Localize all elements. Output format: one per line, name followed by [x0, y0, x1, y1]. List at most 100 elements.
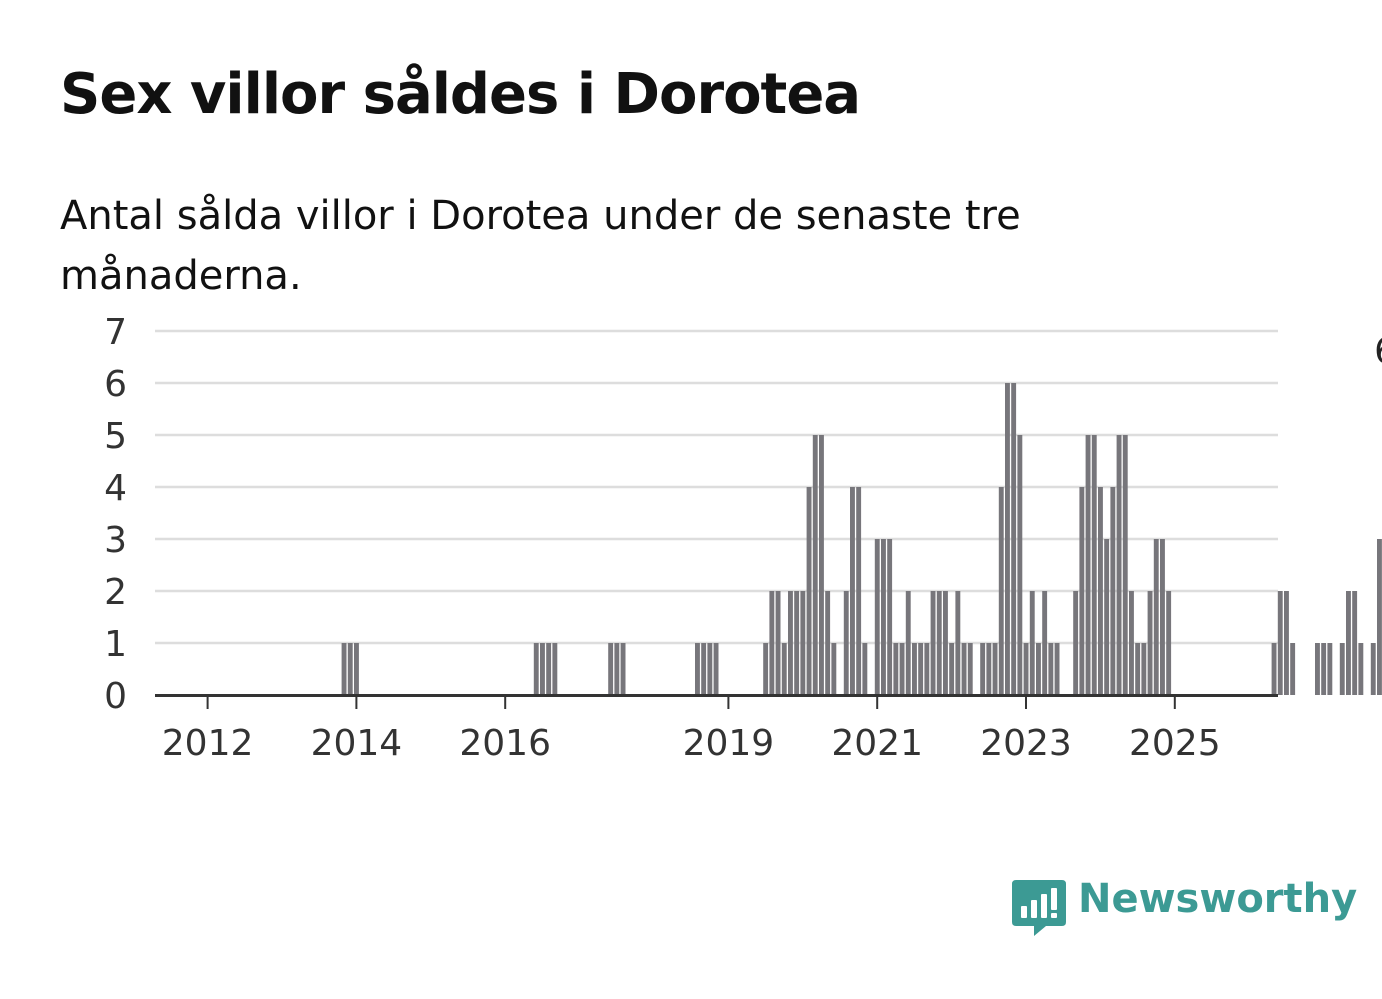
bar — [1054, 643, 1060, 695]
bar — [1370, 643, 1376, 695]
chart-title: Sex villor såldes i Dorotea — [60, 62, 861, 127]
bar — [1358, 643, 1364, 695]
bar — [831, 643, 837, 695]
bar — [812, 435, 818, 695]
bar — [1091, 435, 1097, 695]
bar — [800, 591, 806, 695]
bar — [1042, 591, 1048, 695]
bar — [614, 643, 620, 695]
bar — [1029, 591, 1035, 695]
bar — [1048, 643, 1054, 695]
bar — [1005, 383, 1010, 695]
y-tick-label: 5 — [104, 416, 127, 457]
x-tick-label: 2012 — [162, 723, 254, 764]
brand-name: Newsworthy — [1078, 876, 1358, 922]
y-tick-label: 7 — [104, 312, 127, 353]
bar — [1017, 435, 1023, 695]
bar — [713, 643, 719, 695]
bar — [1290, 643, 1296, 695]
bar — [986, 643, 992, 695]
bar — [955, 591, 961, 695]
y-tick-label: 6 — [104, 364, 127, 405]
bar — [1085, 435, 1091, 695]
bar — [1346, 591, 1351, 695]
bar — [918, 643, 924, 695]
bar — [1073, 591, 1079, 695]
bar — [825, 591, 831, 695]
bar — [862, 643, 868, 695]
bar — [905, 591, 911, 695]
bar — [1023, 643, 1029, 695]
bar — [533, 643, 539, 695]
bar — [943, 591, 948, 695]
x-tick-label: 2019 — [683, 723, 775, 764]
bar — [1271, 643, 1277, 695]
bar — [620, 643, 626, 695]
y-tick-label: 3 — [104, 520, 127, 561]
bar — [701, 643, 707, 695]
x-tick-label: 2023 — [980, 723, 1072, 764]
bar — [806, 487, 812, 695]
y-tick-label: 1 — [104, 624, 127, 665]
bar — [967, 643, 973, 695]
bar — [707, 643, 713, 695]
bar — [1110, 487, 1116, 695]
bar — [1098, 487, 1103, 695]
bar — [856, 487, 862, 695]
bar — [1011, 383, 1017, 695]
bar — [608, 643, 614, 695]
bar — [794, 591, 800, 695]
bar — [930, 591, 936, 695]
y-tick-label: 0 — [104, 676, 127, 717]
bar — [912, 643, 917, 695]
bar — [1321, 643, 1327, 695]
bar — [1339, 643, 1345, 695]
bar — [843, 591, 849, 695]
bar — [1160, 539, 1165, 695]
bar — [1377, 539, 1382, 695]
bar — [1141, 643, 1147, 695]
bar — [788, 591, 793, 695]
bar — [341, 643, 347, 695]
y-tick-label: 2 — [104, 572, 127, 613]
y-tick-label: 4 — [104, 468, 127, 509]
bar — [540, 643, 545, 695]
bar — [936, 591, 942, 695]
bar — [1352, 591, 1358, 695]
bar — [980, 643, 986, 695]
bar — [552, 643, 558, 695]
bar — [1129, 591, 1134, 695]
bar — [1277, 591, 1283, 695]
x-tick-label: 2025 — [1129, 723, 1221, 764]
bar — [775, 591, 781, 695]
x-tick-label: 2021 — [831, 723, 923, 764]
bar — [874, 539, 880, 695]
chart-subtitle: Antal sålda villor i Dorotea under de se… — [60, 193, 1021, 299]
bar — [819, 435, 824, 695]
bar — [1122, 435, 1128, 695]
bar — [881, 539, 886, 695]
bar — [1135, 643, 1141, 695]
bar — [1327, 643, 1333, 695]
bar — [1036, 643, 1041, 695]
bar — [763, 643, 769, 695]
bar — [781, 643, 787, 695]
bar — [1284, 591, 1289, 695]
bar — [1166, 591, 1172, 695]
bar — [1153, 539, 1159, 695]
bar — [998, 487, 1004, 695]
bar — [347, 643, 353, 695]
x-tick-label: 2014 — [311, 723, 403, 764]
bar — [1147, 591, 1153, 695]
bar — [1104, 539, 1110, 695]
bar — [354, 643, 359, 695]
data-label: 6 — [1374, 331, 1382, 372]
bar — [1079, 487, 1085, 695]
bar — [850, 487, 855, 695]
bar — [899, 643, 905, 695]
bar — [546, 643, 552, 695]
x-tick-label: 2016 — [459, 723, 551, 764]
bar — [1116, 435, 1122, 695]
bar — [769, 591, 775, 695]
